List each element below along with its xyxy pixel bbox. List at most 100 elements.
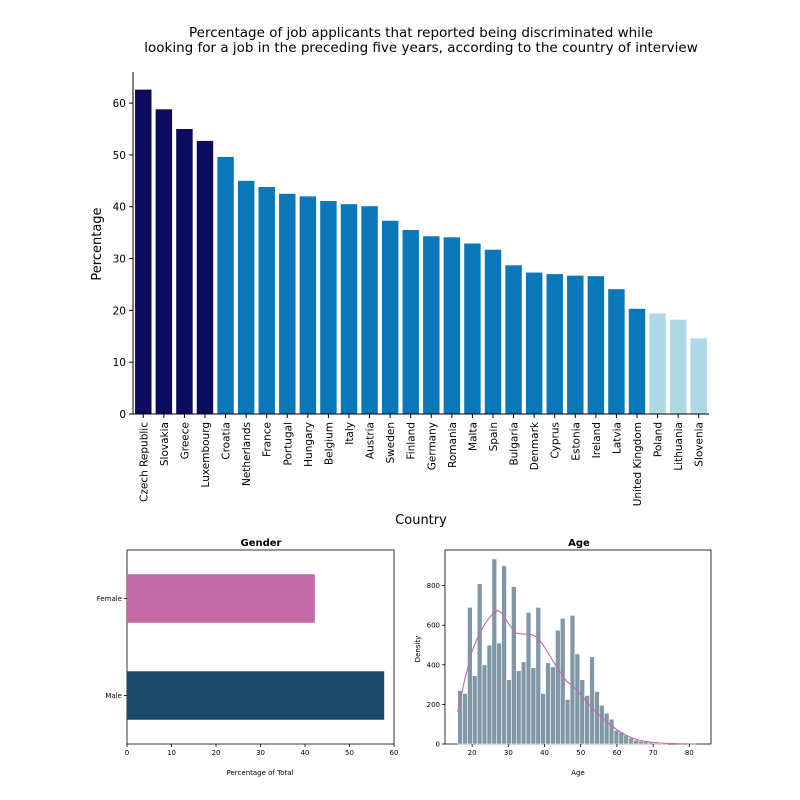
histogram-bar [491, 558, 498, 745]
x-tick-label: 70 [649, 749, 658, 757]
age-chart-title: Age [568, 538, 590, 549]
y-tick-label: 400 [427, 661, 440, 669]
bar-denmark [525, 272, 543, 414]
x-tick-label: Greece [179, 422, 191, 459]
x-tick-label: Lithuania [673, 422, 685, 471]
age-chart-bars [457, 558, 669, 745]
gender-chart-title: Gender [241, 538, 282, 549]
age-chart-kde-line [457, 609, 697, 745]
x-tick-label: Belgium [323, 422, 335, 465]
category-label: Male [105, 692, 122, 700]
histogram-bar [633, 739, 639, 745]
y-tick-label: 0 [436, 741, 440, 749]
gender-chart-category-labels: Female Male [97, 595, 127, 700]
histogram-bar [594, 691, 600, 745]
x-tick-label: Croatia [221, 422, 233, 460]
histogram-bar [559, 617, 566, 745]
gender-chart-x-axis-label: Percentage of Total [227, 769, 294, 777]
x-tick-label: United Kingdom [632, 422, 644, 506]
x-tick-label: Malta [467, 422, 479, 451]
histogram-bar [574, 653, 581, 745]
y-tick-label: 60 [113, 98, 126, 110]
bar-italy [340, 204, 358, 414]
bar-slovakia [155, 109, 173, 415]
x-tick-label: France [262, 422, 274, 457]
histogram-bar [608, 718, 615, 745]
histogram-bar [496, 642, 502, 745]
x-tick-label: 20 [212, 749, 221, 757]
histogram-bar [511, 586, 517, 745]
x-tick-label: Hungary [303, 422, 315, 467]
x-tick-label: Luxembourg [200, 422, 212, 487]
bar-romania [443, 237, 461, 414]
x-tick-label: 60 [390, 749, 399, 757]
x-tick-label: Poland [653, 422, 665, 457]
bar-malta [464, 243, 481, 414]
x-tick-label: 50 [345, 749, 354, 757]
gender-chart: Gender 0 10 20 30 40 50 60 Female Male Percenta… [97, 538, 399, 777]
bar-ireland [587, 276, 605, 414]
histogram-bar [599, 705, 605, 745]
bar-male [127, 671, 385, 720]
bar-austria [361, 206, 378, 414]
y-tick-label: 20 [113, 305, 126, 317]
y-tick-label: 600 [427, 622, 440, 630]
x-tick-label: Netherlands [241, 422, 253, 486]
age-chart-x-axis-label: Age [571, 769, 585, 777]
bar-united-kingdom [628, 308, 646, 414]
histogram-bar [628, 737, 634, 745]
bar-netherlands [237, 180, 255, 414]
x-tick-label: 10 [167, 749, 176, 757]
bar-lithuania [669, 319, 687, 414]
histogram-bar [638, 740, 644, 745]
y-tick-label: 0 [119, 409, 126, 421]
bar-czech-republic [135, 89, 152, 415]
bar-hungary [299, 196, 317, 414]
x-tick-label: Latvia [611, 422, 623, 454]
x-tick-label: 60 [612, 749, 621, 757]
x-tick-label: 50 [576, 749, 585, 757]
histogram-bar [603, 713, 610, 745]
x-tick-label: Spain [488, 422, 500, 451]
histogram-bar [564, 699, 571, 745]
x-tick-label: 0 [125, 749, 129, 757]
histogram-bar [506, 679, 512, 745]
bar-sweden [381, 220, 399, 414]
country-chart-x-ticks: Czech Republic Slovakia Greece Luxembourg Cr… [138, 414, 706, 506]
x-tick-label: Ireland [591, 422, 603, 458]
x-tick-label: Romania [447, 422, 459, 468]
bar-bulgaria [505, 265, 522, 414]
y-tick-label: 40 [113, 202, 126, 214]
age-chart-y-axis-label: Density [414, 636, 422, 663]
x-tick-label: Finland [406, 422, 418, 460]
bar-france [258, 187, 275, 414]
histogram-bar [525, 612, 532, 745]
x-tick-label: 40 [540, 749, 549, 757]
x-tick-label: Austria [365, 422, 377, 459]
histogram-bar [545, 662, 551, 745]
country-chart-title-line-2: looking for a job in the preceding five … [144, 40, 698, 56]
histogram-bar [569, 615, 576, 745]
histogram-bar [501, 565, 507, 745]
x-tick-label: Estonia [570, 422, 582, 461]
histogram-bar [579, 679, 585, 745]
x-tick-label: Slovenia [694, 422, 706, 467]
x-tick-label: 30 [256, 749, 265, 757]
x-tick-label: Germany [426, 422, 438, 470]
bar-cyprus [546, 274, 563, 414]
histogram-bar [472, 675, 478, 745]
histogram-bar [476, 583, 483, 745]
bar-germany [423, 236, 440, 414]
histogram-bar [486, 644, 493, 745]
histogram-bar [481, 664, 488, 745]
x-tick-label: Denmark [529, 421, 541, 470]
gender-chart-bars [127, 574, 385, 720]
x-tick-label: Cyprus [550, 422, 562, 459]
y-tick-label: 10 [113, 357, 126, 369]
y-tick-label: 800 [427, 582, 440, 590]
bar-luxembourg [196, 140, 214, 414]
category-label: Female [97, 595, 122, 603]
country-chart-bars [135, 89, 707, 415]
histogram-bar [555, 629, 561, 745]
histogram-bar [550, 666, 556, 745]
